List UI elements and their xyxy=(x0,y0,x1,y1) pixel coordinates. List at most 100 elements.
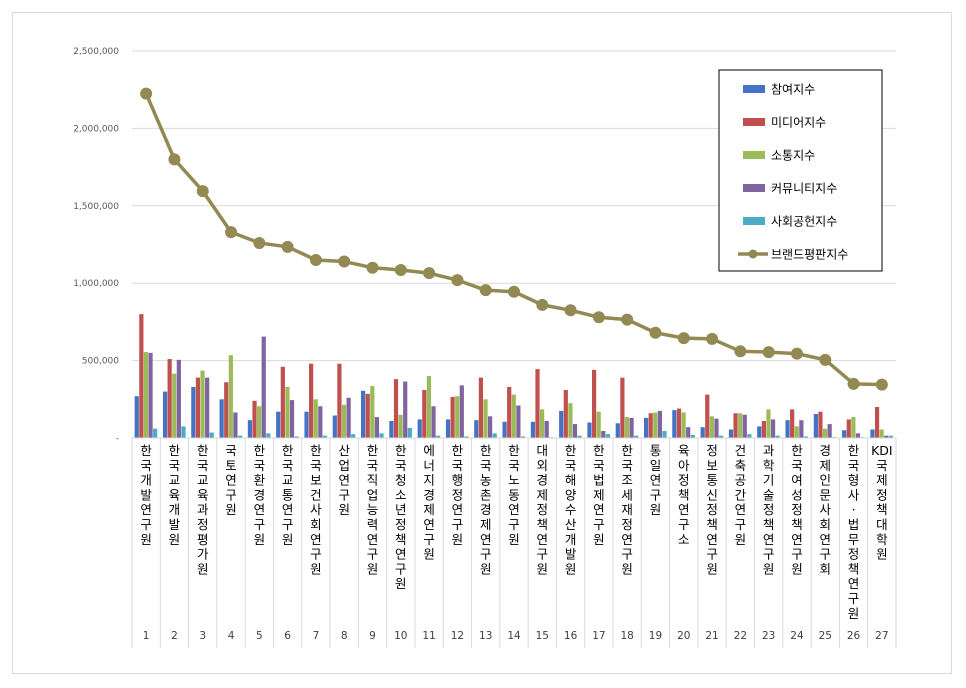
bar xyxy=(379,433,384,438)
bar xyxy=(455,396,460,438)
bar xyxy=(568,403,573,438)
rank-label: 25 xyxy=(819,630,832,642)
rank-label: 17 xyxy=(592,630,605,642)
bar xyxy=(252,400,257,438)
bar xyxy=(200,370,205,438)
bar xyxy=(686,427,691,438)
y-tick-label: - xyxy=(116,434,119,444)
bar xyxy=(851,417,856,438)
bar xyxy=(389,420,394,438)
bar xyxy=(718,435,724,438)
rank-label: 26 xyxy=(847,630,861,642)
rank-label: 6 xyxy=(284,630,291,642)
y-tick-label: 500,000 xyxy=(82,357,119,367)
bar xyxy=(294,436,299,438)
bar xyxy=(572,424,578,438)
bar xyxy=(341,404,347,438)
bar xyxy=(219,399,224,438)
chart-frame: - 500,000 1,000,000 1,500,000 2,000,000 2,500… xyxy=(12,12,952,674)
bar xyxy=(304,411,309,438)
legend-label: 사회공헌지수 xyxy=(771,215,837,229)
line-point xyxy=(677,332,690,345)
bar xyxy=(393,379,399,438)
line-point xyxy=(423,267,436,280)
line-point xyxy=(366,261,379,274)
bar xyxy=(879,429,884,438)
bar xyxy=(205,377,210,438)
bar xyxy=(309,363,314,438)
rank-label: 2 xyxy=(171,630,178,642)
category-labels: 한 국 개 발 연 구 원 1 한 국 교 육 개 발 원 2 한 국 교 육 과 정 평 가 원 3 국 토 연 구 원 4 한 국 환 경 연 구 원 5… xyxy=(140,443,892,642)
line-point xyxy=(592,311,605,324)
line-point xyxy=(649,326,662,339)
x-axis-layer xyxy=(131,437,897,648)
bar xyxy=(139,314,144,438)
bar xyxy=(620,377,625,438)
bar xyxy=(874,407,880,438)
bar xyxy=(365,393,370,438)
bar xyxy=(775,435,780,438)
bar xyxy=(587,422,592,438)
line-point xyxy=(762,346,775,359)
bar xyxy=(426,376,432,438)
bar xyxy=(153,428,158,438)
bar xyxy=(676,408,682,438)
bar xyxy=(591,369,597,438)
bar xyxy=(162,391,168,438)
bar xyxy=(653,412,658,438)
bar xyxy=(478,377,484,438)
bar xyxy=(884,435,889,438)
rank-label: 5 xyxy=(256,630,263,642)
legend-swatch xyxy=(743,151,765,159)
bar xyxy=(790,409,795,438)
bar xyxy=(172,373,177,438)
bar xyxy=(492,433,497,438)
bar xyxy=(332,415,337,438)
legend-marker xyxy=(748,249,758,259)
bar xyxy=(285,386,290,438)
bar xyxy=(233,412,238,438)
bar xyxy=(672,410,677,438)
bar xyxy=(624,417,630,438)
legend-box xyxy=(718,69,883,272)
bar xyxy=(488,416,493,438)
bar xyxy=(785,420,790,438)
line-point xyxy=(790,347,803,360)
rank-label: 7 xyxy=(313,630,320,642)
bar xyxy=(577,435,582,438)
bar xyxy=(516,405,521,438)
bar xyxy=(728,429,734,438)
legend-swatch xyxy=(743,85,765,93)
line-point xyxy=(225,226,238,239)
legend-swatch xyxy=(743,184,765,192)
category-label: KDI 국 제 정 책 대 학 원 xyxy=(871,443,893,562)
line-point xyxy=(394,264,407,277)
rank-label: 15 xyxy=(536,630,549,642)
y-tick-label: 1,000,000 xyxy=(73,279,119,289)
rank-label: 9 xyxy=(369,630,376,642)
line-point xyxy=(621,313,634,326)
chart-svg: - 500,000 1,000,000 1,500,000 2,000,000 2,500… xyxy=(73,47,897,648)
bar xyxy=(657,410,662,438)
bar xyxy=(761,420,766,438)
bar xyxy=(766,409,771,438)
bar xyxy=(370,386,375,438)
rank-label: 12 xyxy=(451,630,464,642)
y-axis-ticks: - 500,000 1,000,000 1,500,000 2,000,000 2,500… xyxy=(73,47,119,444)
bar xyxy=(681,412,686,438)
legend-label: 미디어지수 xyxy=(771,116,826,130)
